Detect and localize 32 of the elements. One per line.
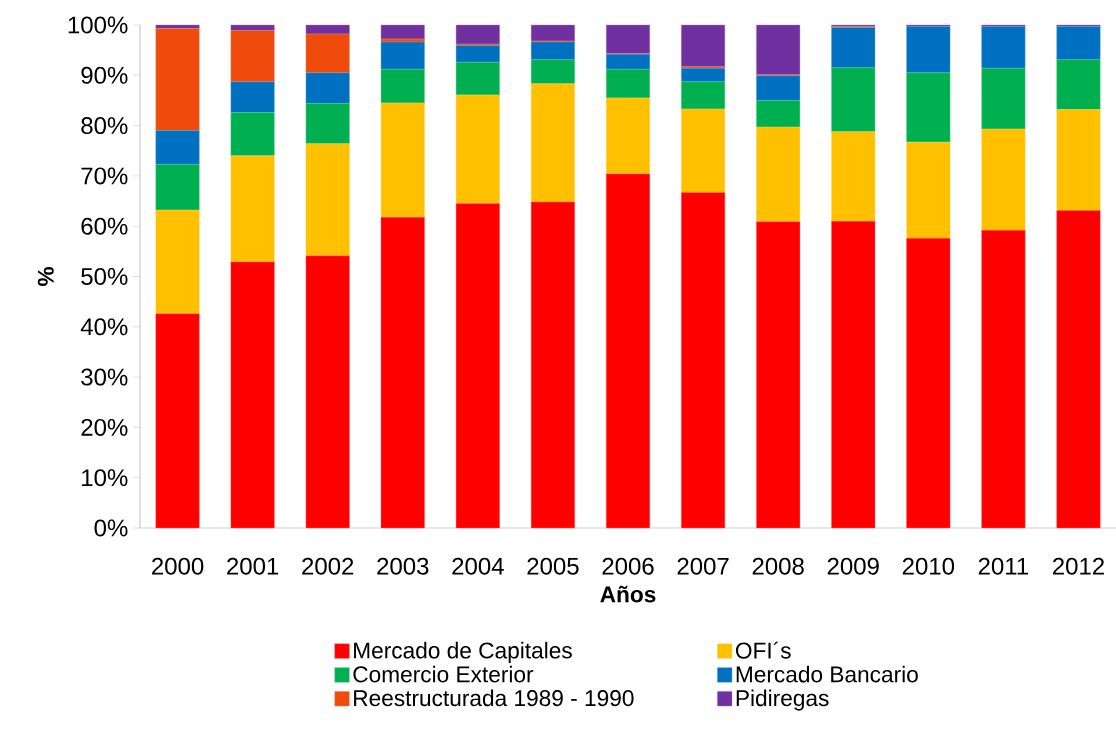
legend-label: Pidiregas xyxy=(736,689,829,711)
y-axis-title: % xyxy=(37,267,54,286)
x-axis-title: Años xyxy=(600,585,656,603)
x-tick-label: 2009 xyxy=(827,557,879,575)
y-tick-label: 0% xyxy=(94,519,128,537)
y-tick-label: 90% xyxy=(81,66,128,84)
x-tick-label: 2005 xyxy=(527,557,579,575)
legend-label: Mercado Bancario xyxy=(736,665,918,683)
x-tick-label: 2010 xyxy=(902,557,955,575)
y-tick-label: 80% xyxy=(81,117,128,135)
y-tick-label: 70% xyxy=(81,167,128,185)
y-tick-label: 50% xyxy=(81,267,128,285)
x-tick-label: 2002 xyxy=(302,557,354,575)
y-tick-label: 30% xyxy=(81,368,128,386)
x-tick-label: 2007 xyxy=(677,557,729,575)
x-tick-label: 2011 xyxy=(978,557,1029,575)
legend-label: OFI´s xyxy=(735,641,791,659)
x-tick-label: 2006 xyxy=(602,557,654,575)
x-tick-label: 2008 xyxy=(752,557,804,575)
y-tick-label: 40% xyxy=(80,318,128,336)
legend-label: Comercio Exterior xyxy=(353,665,534,683)
legend-label: Mercado de Capitales xyxy=(354,641,572,663)
legend-label: Reestructurada 1989 - 1990 xyxy=(354,689,634,707)
y-tick-label: 10% xyxy=(82,469,128,487)
y-tick-label: 20% xyxy=(81,418,128,436)
x-tick-label: 2003 xyxy=(377,557,429,575)
y-tick-label: 60% xyxy=(81,217,128,235)
y-tick-label: 100% xyxy=(68,16,128,34)
x-tick-label: 2001 xyxy=(227,557,279,575)
x-tick-label: 2000 xyxy=(152,557,204,575)
x-tick-label: 2012 xyxy=(1052,557,1104,575)
x-tick-label: 2004 xyxy=(452,557,504,575)
